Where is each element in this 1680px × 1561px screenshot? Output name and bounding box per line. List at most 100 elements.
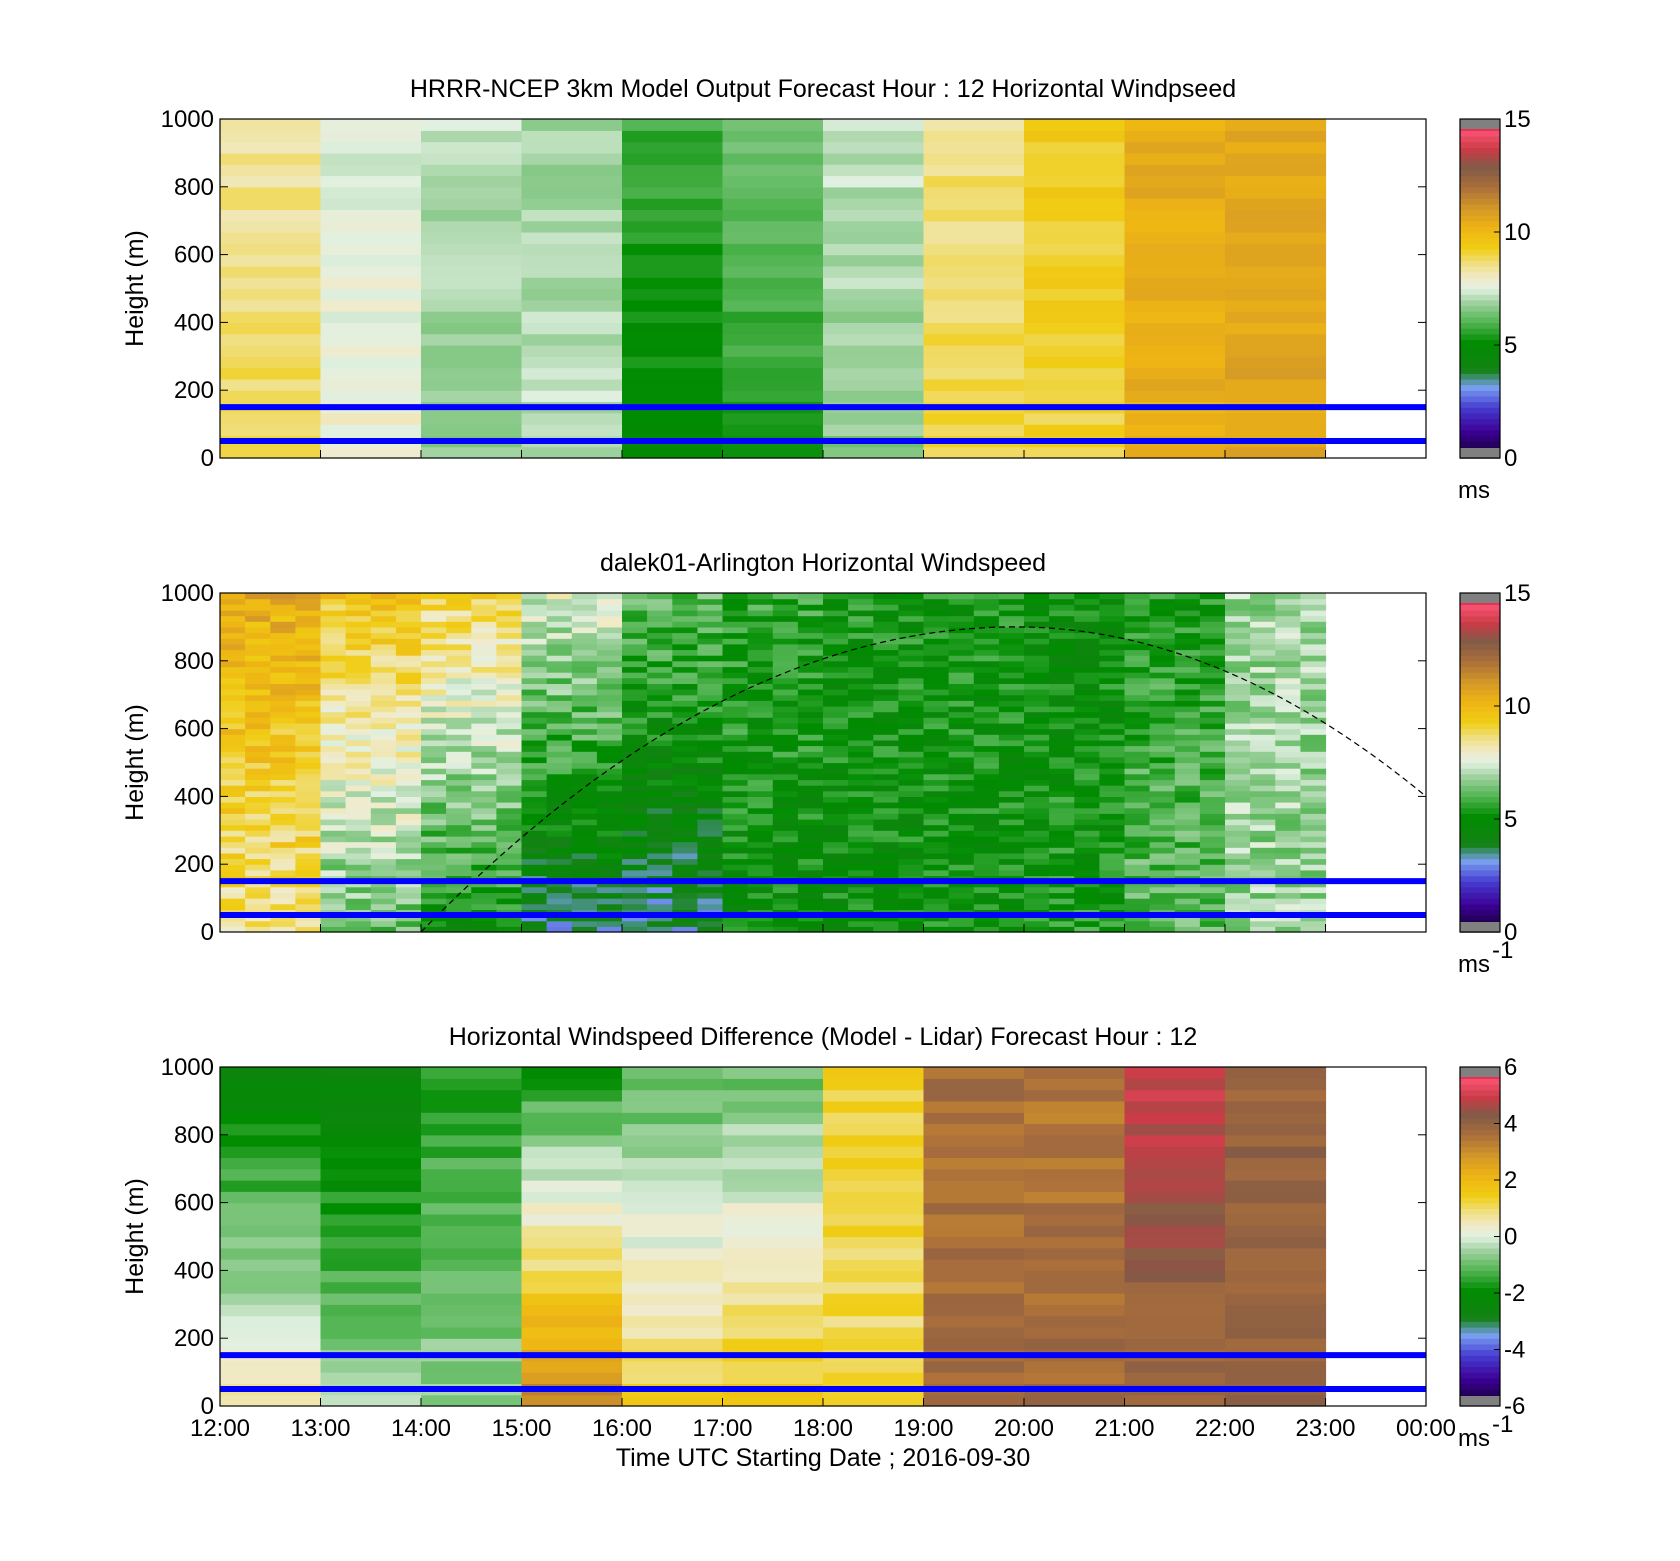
- heatmap-cell: [1225, 903, 1251, 910]
- heatmap-cell: [823, 265, 925, 278]
- heatmap-cell: [998, 892, 1025, 899]
- heatmap-cell: [596, 638, 623, 645]
- heatmap-cell: [622, 378, 724, 391]
- heatmap-cell: [521, 1112, 623, 1125]
- colorbar-segment: [1460, 1366, 1500, 1373]
- heatmap-cell: [923, 779, 950, 786]
- heatmap-cell: [622, 1338, 724, 1351]
- heatmap-cell: [1124, 164, 1226, 177]
- heatmap-cell: [647, 807, 673, 814]
- heatmap-cell: [848, 858, 874, 865]
- heatmap-cell: [973, 881, 1000, 888]
- heatmap-cell: [622, 779, 648, 786]
- heatmap-cell: [546, 694, 573, 701]
- heatmap-cell: [345, 892, 372, 899]
- heatmap-cell: [622, 232, 724, 244]
- heatmap-cell: [722, 694, 749, 701]
- heatmap-cell: [1049, 745, 1075, 752]
- heatmap-cell: [220, 1157, 322, 1170]
- heatmap-cell: [622, 1100, 724, 1113]
- heatmap-cell: [521, 1100, 623, 1113]
- heatmap-cell: [1300, 785, 1327, 792]
- heatmap-cell: [1024, 322, 1126, 335]
- heatmap-cell: [1199, 655, 1226, 662]
- heatmap-cell: [521, 898, 548, 905]
- heatmap-cell: [848, 847, 874, 854]
- heatmap-cell: [320, 186, 422, 199]
- heatmap-cell: [421, 847, 447, 854]
- heatmap-cell: [1024, 209, 1126, 222]
- heatmap-cell: [797, 689, 824, 696]
- heatmap-cell: [797, 898, 824, 905]
- heatmap-cell: [596, 762, 623, 769]
- heatmap-cell: [1124, 683, 1151, 690]
- heatmap-cell: [797, 706, 824, 713]
- heatmap-cell: [446, 768, 472, 775]
- y-tick-label: 400: [174, 783, 214, 810]
- heatmap-cell: [772, 723, 799, 730]
- heatmap-cell: [848, 739, 874, 747]
- heatmap-cell: [245, 660, 271, 668]
- heatmap-cell: [722, 1394, 824, 1407]
- heatmap-cell: [973, 903, 1000, 910]
- heatmap-cell: [797, 711, 824, 718]
- heatmap-cell: [1225, 1225, 1327, 1238]
- heatmap-cell: [1099, 610, 1126, 617]
- heatmap-cell: [546, 824, 573, 831]
- heatmap-cell: [220, 1191, 322, 1204]
- heatmap-cell: [270, 903, 296, 910]
- heatmap-cell: [571, 632, 598, 639]
- heatmap-cell: [1024, 672, 1050, 679]
- heatmap-cell: [320, 903, 347, 910]
- heatmap-cell: [270, 626, 296, 634]
- heatmap-cell: [1024, 700, 1050, 707]
- heatmap-cell: [672, 881, 698, 888]
- heatmap-cell: [1300, 677, 1327, 684]
- heatmap-cell: [220, 610, 246, 617]
- heatmap-cell: [521, 615, 548, 622]
- heatmap-cell: [1300, 768, 1327, 775]
- heatmap-cell: [320, 615, 347, 622]
- heatmap-cell: [848, 790, 874, 797]
- heatmap-cell: [622, 1360, 724, 1373]
- heatmap-cell: [1099, 892, 1126, 899]
- heatmap-cell: [1024, 881, 1050, 888]
- heatmap-cell: [1099, 672, 1126, 679]
- heatmap-cell: [270, 706, 296, 713]
- heatmap-cell: [1225, 677, 1251, 684]
- heatmap-cell: [998, 847, 1025, 854]
- heatmap-cell: [546, 683, 573, 690]
- heatmap-cell: [948, 660, 975, 668]
- heatmap-cell: [546, 717, 573, 724]
- heatmap-cell: [1024, 186, 1126, 199]
- heatmap-cell: [295, 643, 322, 651]
- heatmap-cell: [722, 1225, 824, 1238]
- heatmap-cell: [1225, 756, 1251, 764]
- heatmap-cell: [772, 864, 799, 871]
- heatmap-cell: [471, 672, 497, 679]
- heatmap-cell: [1099, 813, 1126, 820]
- heatmap-cell: [1024, 130, 1126, 143]
- heatmap-cell: [948, 836, 975, 843]
- heatmap-cell: [1149, 807, 1176, 814]
- heatmap-cell: [622, 790, 648, 797]
- heatmap-cell: [1074, 915, 1100, 922]
- heatmap-cell: [923, 1225, 1025, 1238]
- heatmap-cell: [622, 1112, 724, 1125]
- heatmap-cell: [1174, 830, 1201, 837]
- heatmap-cell: [722, 723, 749, 730]
- heatmap-cell: [270, 615, 296, 622]
- heatmap-cell: [823, 277, 925, 290]
- heatmap-cell: [1024, 367, 1126, 380]
- heatmap-cell: [1250, 819, 1276, 826]
- heatmap-cell: [923, 311, 1025, 323]
- heatmap-cell: [1300, 598, 1327, 605]
- heatmap-cell: [697, 796, 724, 803]
- heatmap-cell: [1225, 852, 1251, 860]
- heatmap-cell: [245, 847, 271, 854]
- heatmap-cell: [220, 626, 246, 634]
- heatmap-cell: [1174, 689, 1201, 696]
- heatmap-cell: [1124, 152, 1226, 165]
- heatmap-cell: [596, 813, 623, 820]
